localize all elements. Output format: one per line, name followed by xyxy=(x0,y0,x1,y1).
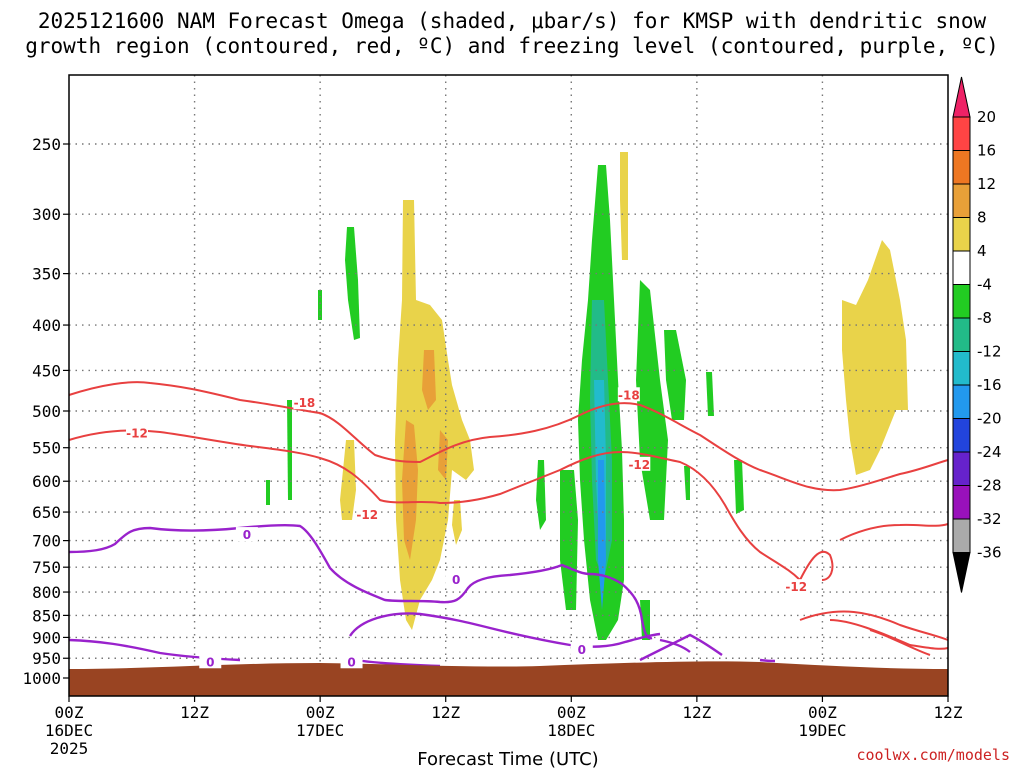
x-tick-label: 12Z xyxy=(431,703,460,722)
x-tick-label: 00Z xyxy=(557,703,586,722)
colorbar-label: -8 xyxy=(977,309,992,327)
colorbar-label: -24 xyxy=(977,443,1002,461)
contour-labels: -18 -12 -12 -18 -12 -12 0 0 0 0 0 xyxy=(126,387,808,669)
x-tick-label: 00Z xyxy=(55,703,84,722)
colorbar-segment xyxy=(952,518,971,553)
x-axis-label: Forecast Time (UTC) xyxy=(417,749,598,768)
y-tick-label: 500 xyxy=(32,402,61,421)
contour-label-bg xyxy=(293,395,316,410)
contour-label: 0 xyxy=(452,573,460,587)
y-tick-label: 350 xyxy=(32,265,61,284)
colorbar-segment xyxy=(952,418,971,453)
x-tick-date: 19DEC xyxy=(798,721,846,740)
y-tick-label: 450 xyxy=(32,361,61,380)
colorbar-segment xyxy=(952,485,971,520)
y-axis: 250 300 350 400 450 500 550 600 650 700 750 800 850 9… xyxy=(22,135,69,688)
y-tick-label: 800 xyxy=(32,583,61,602)
dgz-contours xyxy=(68,381,949,656)
terrain xyxy=(69,661,948,696)
y-tick-label: 750 xyxy=(32,558,61,577)
contour-label-bg xyxy=(628,456,651,471)
plot-area xyxy=(69,75,948,696)
colorbar-segment xyxy=(952,351,971,386)
contour-label-bg xyxy=(235,527,258,542)
x-tick-date: 16DEC xyxy=(45,721,93,740)
colorbar-label: 4 xyxy=(977,242,987,260)
colorbar-label: -12 xyxy=(977,343,1002,361)
chart-title-line1: 2025121600 NAM Forecast Omega (shaded, μ… xyxy=(38,9,987,33)
x-tick-date: 18DEC xyxy=(547,721,595,740)
colorbar-segment xyxy=(952,116,971,151)
contour-label-bg xyxy=(356,507,379,522)
x-tick-date: 17DEC xyxy=(296,721,344,740)
colorbar-segment xyxy=(952,217,971,252)
colorbar-label: 12 xyxy=(977,175,996,193)
colorbar-segment xyxy=(952,284,971,319)
colorbar-label: 16 xyxy=(977,142,996,160)
colorbar: 20 16 12 8 4 -4 -8 -12 -16 -20 -24 -28 -32 -36 xyxy=(952,76,1002,593)
contour-label: 0 xyxy=(206,655,214,669)
contour-label: -12 xyxy=(628,458,650,472)
y-tick-label: 850 xyxy=(32,606,61,625)
colorbar-label: 20 xyxy=(977,108,996,126)
x-tick-label: 00Z xyxy=(808,703,837,722)
contour-label: -18 xyxy=(294,396,316,410)
colorbar-segment xyxy=(952,384,971,419)
colorbar-label: -32 xyxy=(977,510,1002,528)
colorbar-segment xyxy=(952,451,971,486)
contour-label-bg xyxy=(126,425,149,440)
colorbar-segment xyxy=(952,317,971,352)
y-tick-label: 700 xyxy=(32,532,61,551)
contour-label-bg xyxy=(785,579,808,594)
chart-title-line2: growth region (contoured, red, ºC) and f… xyxy=(25,34,999,58)
contour-label-bg xyxy=(617,387,640,402)
x-tick-label: 12Z xyxy=(180,703,209,722)
contour-label-bg xyxy=(340,654,363,669)
contour-label: 0 xyxy=(347,655,355,669)
contour-label: -12 xyxy=(356,508,378,522)
contour-label-bg xyxy=(445,571,468,586)
credit-text: coolwx.com/models xyxy=(856,746,1010,764)
colorbar-bottom-arrow xyxy=(952,552,971,593)
colorbar-top-arrow xyxy=(952,76,971,118)
x-tick-label: 12Z xyxy=(934,703,963,722)
colorbar-label: -16 xyxy=(977,376,1002,394)
contour-label: -12 xyxy=(126,426,148,440)
x-tick-label: 12Z xyxy=(682,703,711,722)
y-tick-label: 400 xyxy=(32,316,61,335)
y-tick-label: 1000 xyxy=(22,669,61,688)
colorbar-label: 8 xyxy=(977,209,987,227)
y-tick-label: 250 xyxy=(32,135,61,154)
contour-label-bg xyxy=(570,642,593,657)
y-tick-label: 650 xyxy=(32,503,61,522)
y-tick-label: 950 xyxy=(32,649,61,668)
colorbar-segment xyxy=(952,250,971,285)
contour-label: -18 xyxy=(618,388,640,402)
colorbar-label: -4 xyxy=(977,276,992,294)
contour-label-bg xyxy=(199,654,222,669)
contour-label: -12 xyxy=(785,580,807,594)
colorbar-label: -20 xyxy=(977,410,1002,428)
plot-frame xyxy=(68,74,949,697)
y-tick-label: 900 xyxy=(32,628,61,647)
contour-label: 0 xyxy=(243,528,251,542)
y-tick-label: 600 xyxy=(32,472,61,491)
contour-label: 0 xyxy=(578,643,586,657)
colorbar-label: -28 xyxy=(977,477,1002,495)
y-tick-label: 300 xyxy=(32,205,61,224)
colorbar-label: -36 xyxy=(977,544,1002,562)
x-tick-year: 2025 xyxy=(50,739,89,758)
y-tick-label: 550 xyxy=(32,439,61,458)
colorbar-segment xyxy=(952,150,971,185)
x-tick-label: 00Z xyxy=(306,703,335,722)
colorbar-segment xyxy=(952,183,971,218)
